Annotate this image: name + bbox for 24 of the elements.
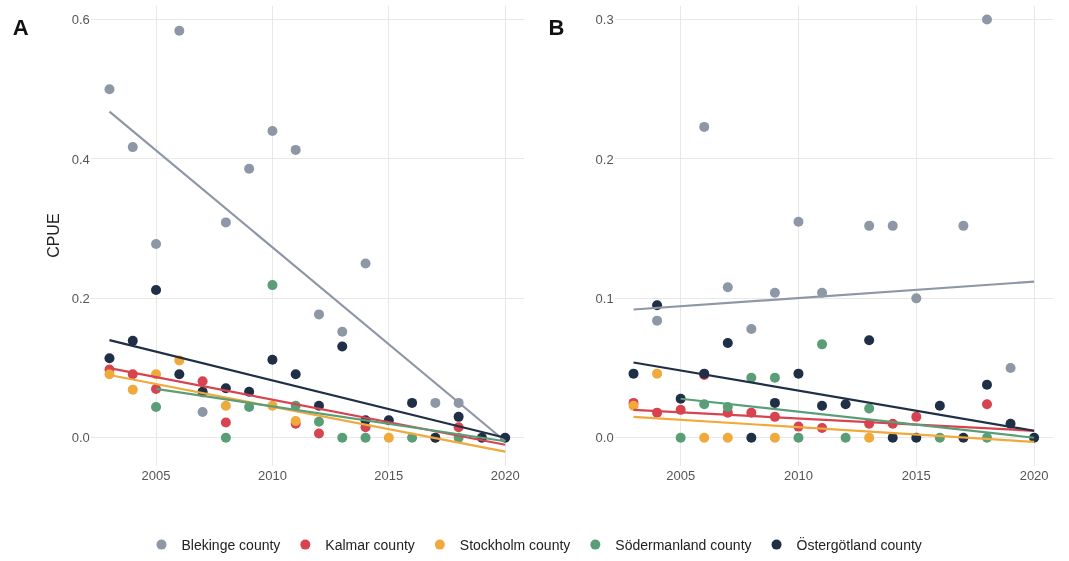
y-tick-label: 0.6	[71, 12, 90, 28]
chart-title: B	[548, 15, 565, 41]
legend-label: Södermanland county	[615, 537, 752, 554]
legend-label: Blekinge county	[181, 537, 281, 554]
x-tick-label: 2010	[257, 467, 287, 483]
y-tick-label: 0.1	[595, 290, 614, 306]
y-axis-title: CPUE	[44, 213, 62, 258]
x-tick-label: 2005	[141, 467, 171, 483]
y-tick-label: 0.4	[71, 151, 90, 167]
x-tick-label: 2005	[666, 467, 696, 483]
chart-title: A	[12, 15, 29, 41]
y-tick-label: 0.3	[595, 12, 614, 28]
y-tick-label: 0.0	[595, 430, 614, 446]
x-tick-label: 2015	[901, 467, 931, 483]
y-tick-label: 0.0	[71, 430, 90, 446]
x-tick-label: 2020	[490, 467, 520, 483]
legend-label: Kalmar county	[325, 537, 415, 554]
y-tick-label: 0.2	[71, 290, 90, 306]
y-tick-label: 0.2	[595, 151, 614, 167]
legend-label: Östergötland county	[796, 536, 922, 554]
x-tick-label: 2020	[1019, 467, 1049, 483]
legend-label: Stockholm county	[459, 537, 571, 554]
x-tick-label: 2015	[374, 467, 404, 483]
x-tick-label: 2010	[784, 467, 813, 483]
